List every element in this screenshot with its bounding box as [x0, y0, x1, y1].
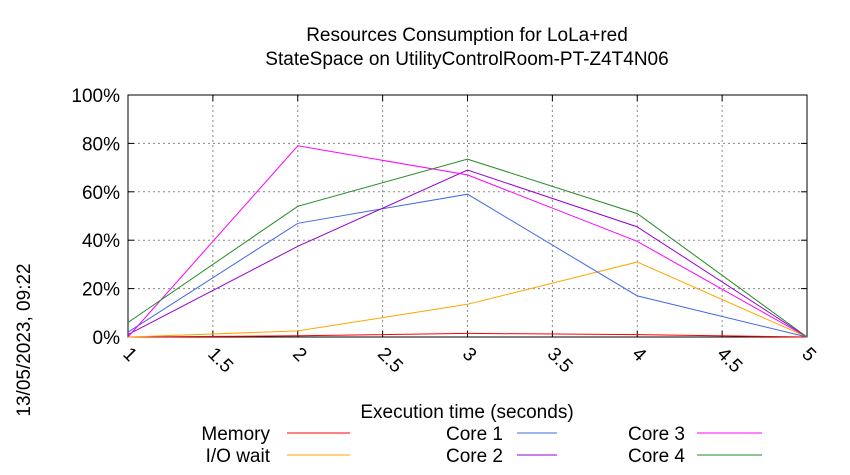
chart-title-line2: StateSpace on UtilityControlRoom-PT-Z4T4… [265, 49, 668, 70]
series-line-memory [127, 332, 808, 338]
series-line-core-1 [127, 193, 808, 338]
y-tick-label: 0% [93, 328, 121, 349]
x-tick-label: 2.5 [373, 344, 407, 378]
legend-label: Core 3 [628, 424, 685, 445]
timestamp-label: 13/05/2023, 09:22 [14, 263, 35, 416]
chart-title-line1: Resources Consumption for LoLa+red [306, 25, 628, 46]
x-tick-label: 2 [288, 344, 310, 366]
x-tick-label: 4 [628, 344, 651, 367]
grid-lines [128, 95, 807, 337]
y-tick-label: 40% [82, 231, 120, 252]
x-tick-label: 4.5 [713, 344, 747, 378]
x-tick-label: 1.5 [203, 344, 237, 378]
x-axis-ticks: 1 1.5 2 2.5 3 3.5 4 4.5 5 [118, 95, 820, 378]
series-lines [127, 145, 808, 338]
x-tick-label: 3.5 [543, 344, 577, 378]
y-tick-label: 80% [82, 134, 120, 155]
y-axis-ticks: 0% 20% 40% 60% 80% 100% [71, 86, 807, 349]
legend-label: Core 2 [446, 446, 503, 467]
y-tick-label: 20% [82, 280, 120, 301]
legend-label: Core 1 [446, 424, 503, 445]
x-axis-label: Execution time (seconds) [360, 402, 573, 423]
series-line-core-4 [127, 158, 808, 338]
x-tick-label: 3 [458, 344, 480, 366]
legend-label: I/O wait [206, 446, 271, 467]
legend-label: Memory [201, 424, 270, 445]
x-tick-label: 5 [797, 344, 819, 366]
series-line-i-o-wait [127, 261, 808, 338]
y-tick-label: 60% [82, 183, 120, 204]
y-tick-label: 100% [71, 86, 120, 107]
legend-label: Core 4 [628, 446, 685, 467]
series-line-core-2 [127, 169, 808, 338]
x-tick-label: 1 [118, 344, 140, 366]
series-line-core-3 [127, 145, 808, 338]
